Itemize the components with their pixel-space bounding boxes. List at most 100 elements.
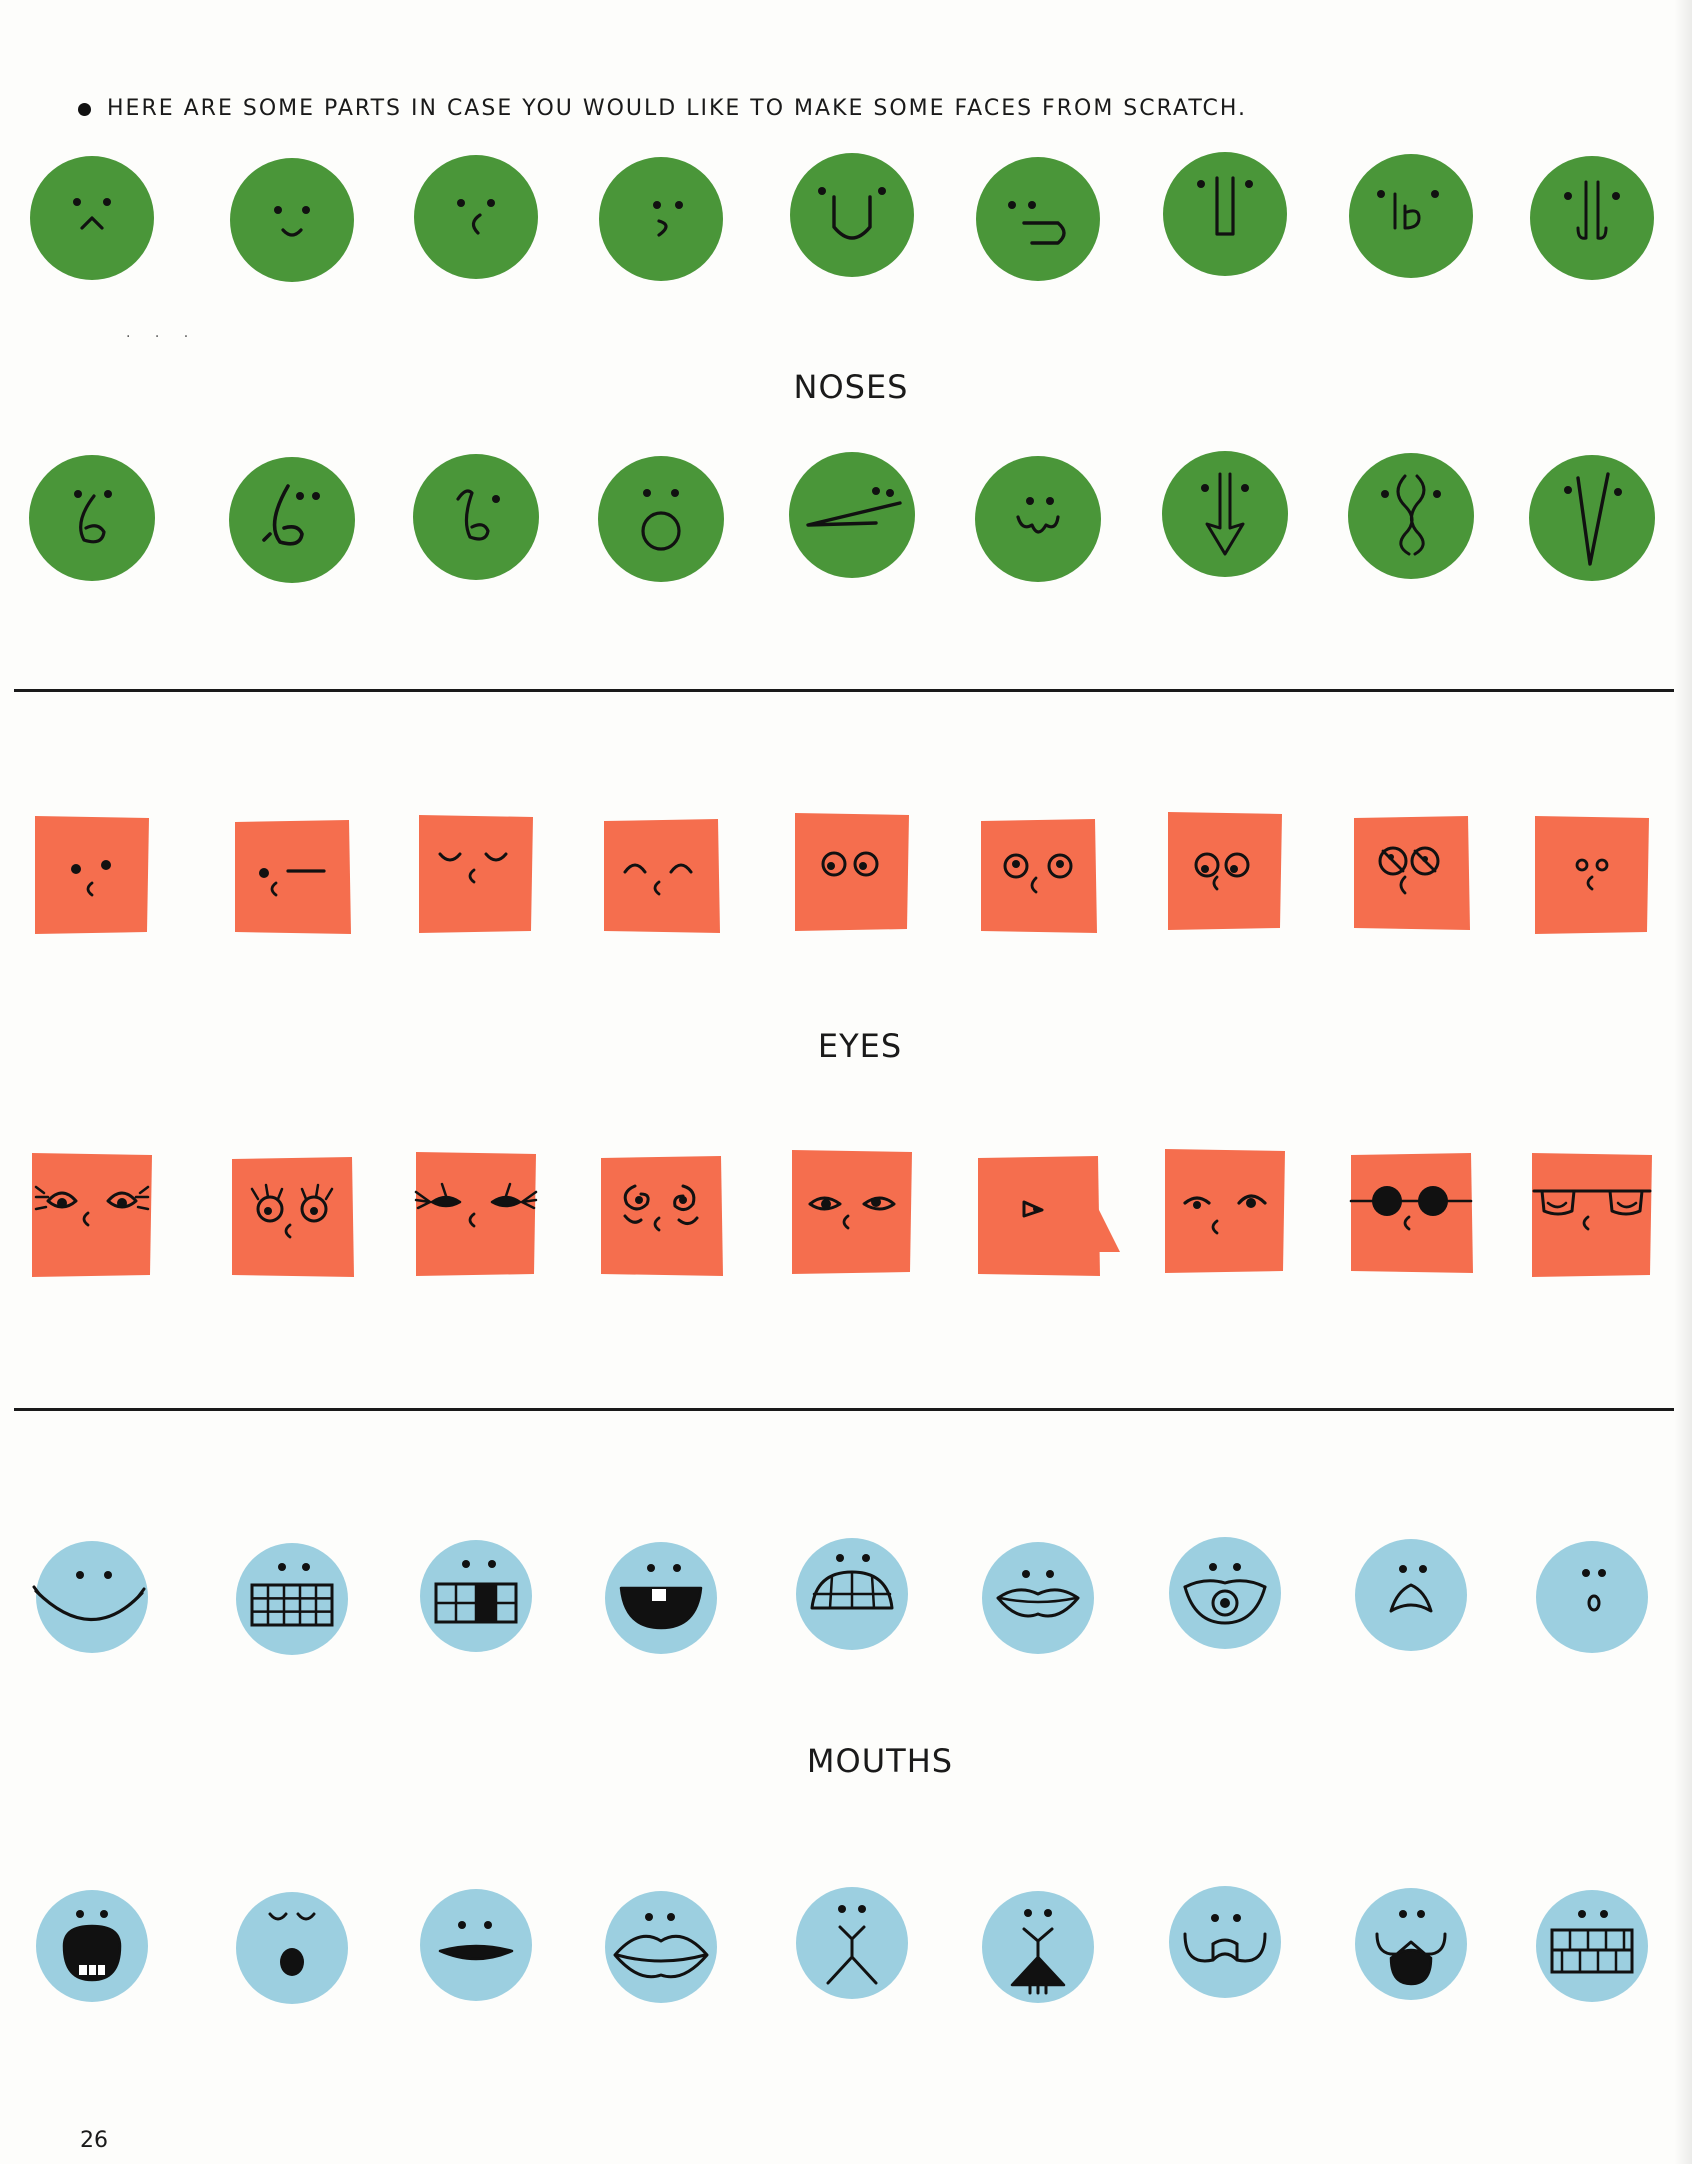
mouth-open-teeth-icon [62,1910,122,1982]
face-nose-c [414,155,538,279]
face-eyes-lashes [32,1153,152,1277]
face-nose-bulb [975,456,1101,582]
bullet-icon [78,102,91,116]
mouth-flat-icon [438,1921,514,1961]
eyes-lashes-long-icon [414,1182,538,1228]
face-nose-arrow [1162,451,1288,577]
face-eyes-small [1535,816,1649,934]
face-mouth-y-teeth [982,1891,1094,2003]
intro-text: Here are some parts in case you would li… [107,96,1248,121]
nose-column-icon [1564,180,1620,240]
nose-arrow-icon [1201,472,1249,556]
page-specks: . . . [126,325,199,341]
mouth-tooth-icon [619,1564,703,1630]
face-mouth-lips [982,1542,1094,1654]
face-mouth-tooth [605,1542,717,1654]
mouth-lips-icon [996,1570,1080,1618]
face-nose-six-bold [229,457,355,583]
face-mouth-o-small [1536,1541,1648,1653]
nose-backward-hook-icon [653,201,683,237]
face-eyes-lashes-long [414,1152,538,1276]
face-eyes-closed [419,815,533,933]
eyes-crossed-icon [1378,846,1440,895]
face-eyes-arched [604,819,720,933]
mouth-grin-missing-tooth-icon [434,1560,518,1624]
face-nose-six [29,455,155,581]
nose-v-icon [1564,472,1622,566]
face-nose-caret [30,156,154,280]
face-eyes-round-close [1168,812,1282,930]
face-nose-hook-large [976,157,1100,281]
face-nose-v [1529,455,1655,581]
mouth-pout-icon [1389,1565,1433,1613]
section-title-eyes: EYES [817,1027,903,1065]
eyes-arched-icon [623,863,693,896]
intro-line: Here are some parts in case you would li… [78,96,1247,121]
eyes-arched-pupils-icon [1183,1194,1267,1235]
face-mouth-y [796,1887,908,1999]
face-eyes-crossed [1354,816,1470,930]
face-nose-u [790,153,914,277]
eyes-wink-icon [259,868,326,897]
mouth-lips-full-icon [613,1913,709,1979]
face-nose-long-bar [1163,152,1287,276]
mouth-grin-teeth-icon [250,1563,334,1627]
divider-noses-eyes [14,689,1674,692]
face-mouth-cat [1169,1886,1281,1998]
face-mouth-yawn [236,1892,348,2004]
nose-hook-small-icon [274,206,310,237]
eyes-almond-icon [808,1196,896,1230]
eyes-small-icon [1575,858,1609,891]
face-nose-six-curly [413,454,539,580]
eyes-round-close-icon [1194,852,1250,891]
mouth-y-teeth-icon [1010,1909,1066,1995]
eyes-swirl-icon [623,1184,699,1232]
face-eyes-almond [792,1150,912,1274]
eyes-round-wide-icon [1003,853,1073,894]
mouth-o-small-icon [1582,1569,1606,1612]
mouth-cat-open-icon [1375,1910,1447,1986]
page-edge-shadow [1674,0,1692,2164]
mouth-tongue-icon [1183,1563,1267,1625]
face-nose-pointed-long [789,452,915,578]
mouth-yawn-icon [268,1912,316,1976]
face-mouth-lips-full [605,1891,717,2003]
nose-nostrils-icon [1377,190,1439,230]
face-mouth-clenched [796,1538,908,1650]
face-eyes-round-wide [981,819,1097,933]
face-mouth-tongue [1169,1537,1281,1649]
face-nose-squiggle [1348,453,1474,579]
face-nose-hook-small [230,158,354,282]
face-mouth-flat [420,1889,532,2001]
nose-long-bar-icon [1197,176,1253,236]
eyes-round-icon [821,851,879,877]
face-eyes-wink [235,820,351,934]
eyes-lashes-icon [34,1185,150,1227]
nose-u-icon [818,187,886,240]
face-mouth-grin-teeth [236,1543,348,1655]
eyes-lashes-up-icon [250,1183,334,1239]
face-eyes-dots [35,816,149,934]
nose-six-curly-icon [456,489,500,541]
nose-ring-icon [641,489,681,551]
divider-eyes-mouths [14,1408,1674,1411]
nose-hook-large-icon [1008,201,1066,245]
mouth-teeth-rows-icon [1550,1910,1634,1974]
section-title-mouths: MOUTHS [806,1742,954,1780]
face-mouth-open-teeth [36,1890,148,2002]
face-nose-column [1530,156,1654,280]
eyes-closed-icon [438,852,508,884]
mouth-cat-icon [1183,1914,1267,1963]
eyes-profile-icon [1022,1200,1044,1218]
nose-six-icon [74,490,112,544]
page-number: 26 [80,2128,108,2153]
nose-pointed-long-icon [806,487,902,527]
nose-c-icon [457,199,495,235]
eyes-glasses-icon [1532,1189,1652,1231]
face-nose-backward-hook [599,157,723,281]
face-eyes-lashes-up [232,1157,354,1277]
face-mouth-grin-missing-tooth [420,1540,532,1652]
face-mouth-teeth-rows [1536,1890,1648,2002]
